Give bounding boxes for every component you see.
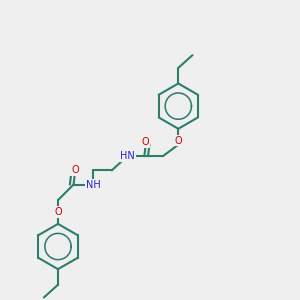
Text: O: O <box>142 137 150 147</box>
Text: NH: NH <box>86 179 101 190</box>
Text: O: O <box>71 165 79 176</box>
Text: O: O <box>54 207 62 217</box>
Text: O: O <box>175 136 182 146</box>
Text: HN: HN <box>120 151 135 161</box>
